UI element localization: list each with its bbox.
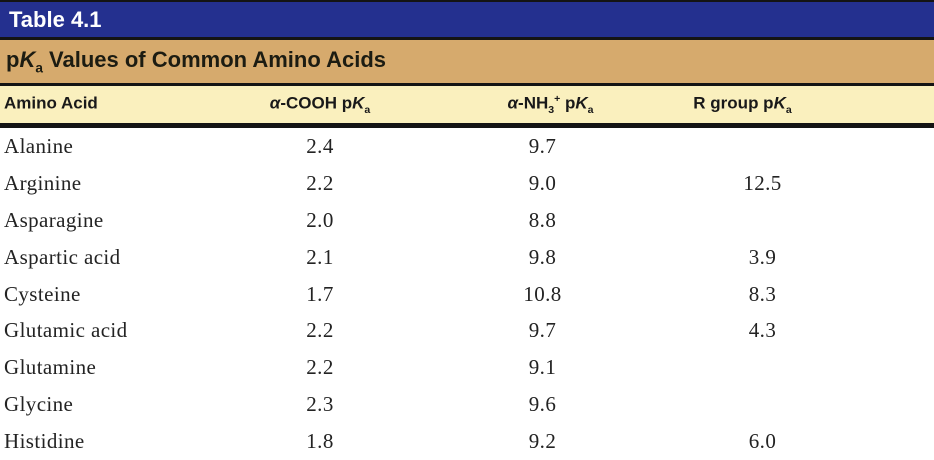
amino-acid-name: Alanine bbox=[4, 133, 74, 158]
column-header-amino-acid: Amino Acid bbox=[4, 93, 98, 113]
nh3-pka-value: 9.2 bbox=[528, 429, 557, 454]
nh3-pka-value: 9.7 bbox=[528, 133, 557, 158]
nh3-pka-value: 9.0 bbox=[528, 170, 557, 195]
table-title-bar: Table 4.1 bbox=[0, 2, 934, 37]
r-group-pka-value: 4.3 bbox=[748, 318, 777, 343]
table-row: Glutamic acid 2.2 9.7 4.3 bbox=[0, 312, 934, 349]
table-row: Cysteine 1.7 10.8 8.3 bbox=[0, 276, 934, 313]
cooh-pka-value: 1.8 bbox=[306, 429, 334, 454]
amino-acid-name: Arginine bbox=[4, 170, 82, 195]
column-header-r-group-pka: R group pKa bbox=[693, 93, 792, 117]
header-bottom-rule bbox=[0, 123, 934, 128]
r-group-pka-value: 6.0 bbox=[748, 429, 777, 454]
r-group-pka-value: 3.9 bbox=[748, 244, 777, 269]
amino-acid-name: Glutamine bbox=[4, 355, 97, 380]
nh3-pka-value: 9.6 bbox=[528, 392, 557, 417]
table-row: Aspartic acid 2.1 9.8 3.9 bbox=[0, 239, 934, 276]
column-header-row: Amino Acid α-COOH pKa α-NH3+ pKa R group… bbox=[0, 86, 934, 123]
nh3-pka-value: 9.1 bbox=[528, 355, 557, 380]
nh3-pka-value: 9.8 bbox=[528, 244, 557, 269]
r-group-pka-value: 8.3 bbox=[748, 281, 777, 306]
top-rule bbox=[0, 0, 934, 2]
table-row: Glycine 2.3 9.6 bbox=[0, 386, 934, 423]
table-body: Alanine 2.4 9.7 Arginine 2.2 9.0 12.5 As… bbox=[0, 128, 934, 460]
cooh-pka-value: 2.1 bbox=[306, 244, 334, 269]
nh3-pka-value: 9.7 bbox=[528, 318, 557, 343]
table-row: Glutamine 2.2 9.1 bbox=[0, 349, 934, 386]
table-row: Asparagine 2.0 8.8 bbox=[0, 202, 934, 239]
amino-acid-name: Cysteine bbox=[4, 281, 81, 306]
cooh-pka-value: 2.0 bbox=[306, 207, 334, 232]
table-number-label: Table 4.1 bbox=[9, 6, 102, 32]
table-row: Histidine 1.8 9.2 6.0 bbox=[0, 423, 934, 460]
table-subtitle-label: pKa Values of Common Amino Acids bbox=[6, 47, 387, 76]
cooh-pka-value: 2.2 bbox=[306, 355, 334, 380]
cooh-pka-value: 1.7 bbox=[306, 281, 334, 306]
column-header-alpha-cooh-pka: α-COOH pKa bbox=[269, 93, 371, 117]
table-row: Alanine 2.4 9.7 bbox=[0, 128, 934, 165]
amino-acid-name: Glycine bbox=[4, 392, 74, 417]
amino-acid-name: Aspartic acid bbox=[4, 244, 121, 269]
column-header-alpha-nh3-pka: α-NH3+ pKa bbox=[507, 92, 594, 117]
cooh-pka-value: 2.2 bbox=[306, 170, 334, 195]
cooh-pka-value: 2.2 bbox=[306, 318, 334, 343]
table-subtitle-bar: pKa Values of Common Amino Acids bbox=[0, 40, 934, 83]
amino-acid-name: Asparagine bbox=[4, 207, 104, 232]
nh3-pka-value: 8.8 bbox=[528, 207, 557, 232]
amino-acid-name: Histidine bbox=[4, 429, 85, 454]
divider-rule bbox=[0, 37, 934, 40]
divider-rule bbox=[0, 83, 934, 86]
cooh-pka-value: 2.3 bbox=[306, 392, 334, 417]
cooh-pka-value: 2.4 bbox=[306, 133, 334, 158]
nh3-pka-value: 10.8 bbox=[523, 281, 562, 306]
r-group-pka-value: 12.5 bbox=[743, 170, 782, 195]
amino-acid-name: Glutamic acid bbox=[4, 318, 128, 343]
table-row: Arginine 2.2 9.0 12.5 bbox=[0, 165, 934, 202]
